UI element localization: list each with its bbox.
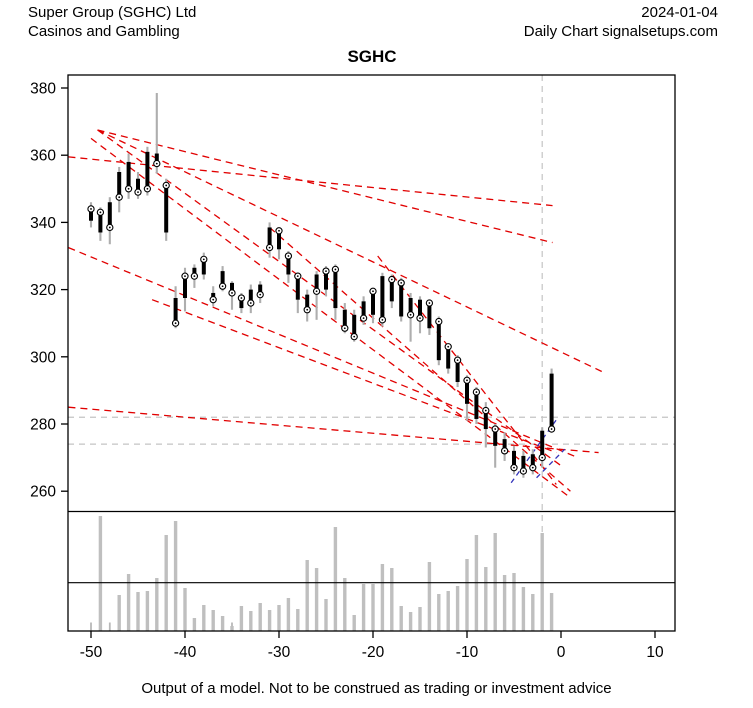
candle-open-marker-dot [456, 359, 459, 362]
chart-source: Daily Chart signalsetups.com [523, 23, 718, 40]
candle-open-marker-dot [531, 466, 534, 469]
y-axis-label: 260 [30, 484, 56, 501]
candle-open-marker-dot [259, 293, 262, 296]
candle-open-marker-dot [278, 229, 280, 232]
candle-open-marker-dot [475, 391, 478, 393]
trendline-red [97, 129, 553, 244]
candle-open-marker-dot [447, 345, 450, 348]
candle-open-marker-dot [343, 327, 346, 330]
trendline-red [68, 246, 579, 459]
candle-open-marker-dot [184, 275, 186, 278]
candle-open-marker-dot [503, 449, 506, 452]
candle-open-marker-dot [212, 298, 215, 301]
candle-open-marker-dot [334, 268, 337, 271]
candle-open-marker-dot [353, 335, 356, 338]
candle-open-marker-dot [202, 258, 205, 261]
x-axis-label: -50 [80, 644, 103, 661]
trendline-red [97, 129, 607, 375]
company-name: Super Group (SGHC) Ltd [28, 4, 197, 21]
candle-open-marker-dot [99, 211, 102, 214]
candle-open-marker-dot [249, 302, 252, 304]
x-axis-label: -10 [456, 644, 479, 661]
disclaimer-text: Output of a model. Not to be construed a… [141, 680, 612, 697]
candle-open-marker-dot [541, 456, 544, 459]
x-axis-label: -40 [174, 644, 197, 661]
x-axis-label: -20 [362, 644, 385, 661]
candle-open-marker-dot [240, 297, 243, 299]
candle-open-marker-dot [118, 196, 121, 199]
candle-open-marker-dot [400, 281, 403, 284]
candle-open-marker-dot [550, 428, 553, 430]
candle-open-marker-dot [296, 275, 299, 278]
y-axis-label: 280 [30, 417, 56, 434]
candle-open-marker-dot [409, 313, 412, 316]
x-axis-label: 0 [557, 644, 566, 661]
candle-open-marker-dot [325, 270, 327, 273]
candle-open-marker-dot [287, 255, 290, 257]
candle-open-marker-dot [428, 302, 431, 304]
trendline-red [269, 226, 571, 492]
candle-open-marker-dot [231, 292, 233, 294]
candle-open-marker-dot [484, 409, 487, 412]
trendline-blue [536, 448, 566, 479]
candle-open-marker-dot [221, 285, 224, 288]
trendline-red [90, 137, 569, 497]
candle-open-marker-dot [390, 278, 393, 281]
candle-open-marker-dot [146, 187, 149, 190]
candle-open-marker-dot [419, 317, 421, 320]
candle-open-marker-dot [466, 379, 468, 382]
candle-open-marker-dot [174, 322, 177, 325]
y-axis-label: 320 [30, 282, 56, 299]
y-axis-label: 300 [30, 349, 56, 366]
candle-open-marker-dot [372, 290, 374, 293]
candle-open-marker-dot [165, 184, 168, 187]
candle-open-marker-dot [155, 162, 158, 165]
candle-open-marker-dot [108, 226, 111, 229]
candle-open-marker-dot [137, 191, 139, 194]
candle-open-marker-dot [268, 246, 271, 249]
trendline-red [68, 156, 553, 207]
trendline-red [151, 299, 557, 454]
y-axis-label: 340 [30, 215, 56, 232]
candle-open-marker-dot [193, 275, 196, 278]
x-axis-label: 10 [646, 644, 664, 661]
plot-border [67, 74, 676, 632]
candle-open-marker-dot [381, 318, 384, 321]
trendline-red [68, 406, 599, 454]
page-title: SGHC [347, 47, 397, 66]
candle-open-marker-dot [513, 466, 515, 469]
candle-open-marker-dot [362, 317, 365, 320]
candle-open-marker-dot [494, 428, 497, 430]
trendline-red [377, 255, 557, 485]
y-axis-label: 380 [30, 81, 56, 98]
y-axis-label: 360 [30, 148, 56, 165]
chart-date: 2024-01-04 [641, 4, 718, 21]
candle-open-marker-dot [127, 187, 130, 190]
x-axis-label: -30 [268, 644, 291, 661]
candle-open-marker-dot [437, 320, 440, 323]
candle-open-marker-dot [522, 470, 525, 472]
sector-label: Casinos and Gambling [28, 23, 180, 40]
candle-open-marker-dot [90, 208, 92, 210]
candle-open-marker-dot [315, 290, 318, 293]
candle-open-marker-dot [306, 308, 309, 311]
header-right: 2024-01-04 Daily Chart signalsetups.com [524, 3, 718, 41]
header-left: Super Group (SGHC) Ltd Casinos and Gambl… [28, 3, 196, 41]
